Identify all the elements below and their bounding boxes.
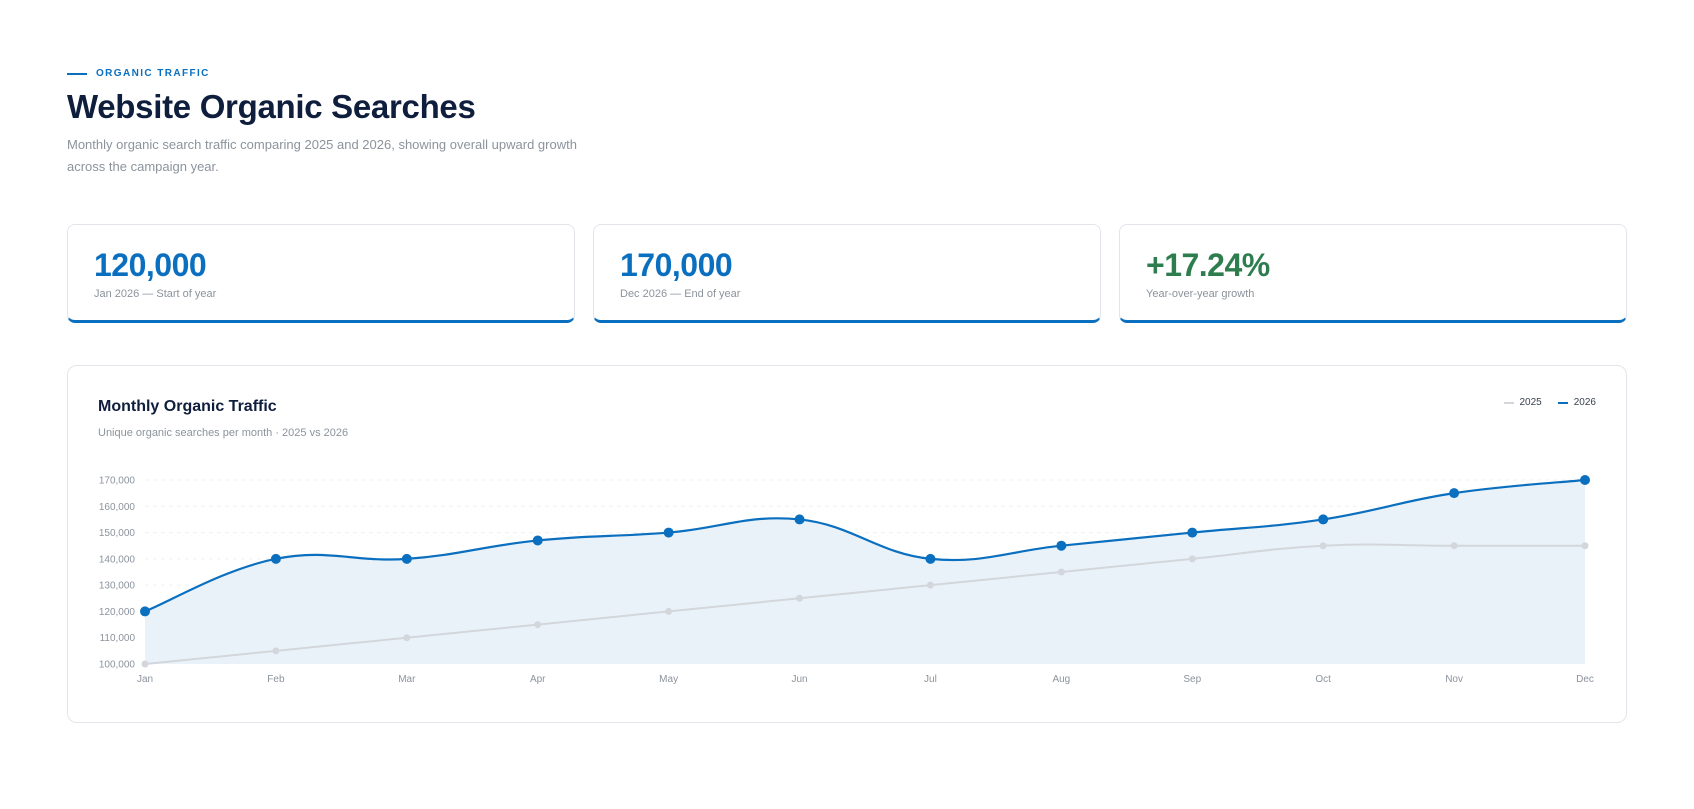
x-tick-label: Jan [137,674,153,685]
kpi-label: Year-over-year growth [1146,288,1255,300]
chart-title: Monthly Organic Traffic [98,398,277,415]
y-tick-label: 120,000 [99,607,136,618]
series-2026-area [145,480,1585,664]
series-2026-point [270,553,281,564]
x-tick-label: Sep [1183,674,1201,685]
series-2025-point [141,660,149,668]
kpi-row: 120,000 Jan 2026 — Start of year 170,000… [67,224,1627,325]
series-2025-point [926,581,934,589]
series-2025-point [534,621,542,629]
series-2026-point [1187,527,1198,538]
series-2025-point [665,607,673,615]
x-tick-label: Apr [530,674,546,685]
kpi-label: Jan 2026 — Start of year [94,288,217,300]
x-tick-label: Feb [267,674,285,685]
series-2025-point [1188,555,1196,563]
series-2026-point [1580,475,1590,485]
y-tick-label: 170,000 [99,476,136,487]
chart-subtitle: Unique organic searches per month · 2025… [98,427,349,439]
eyebrow: ORGANIC TRAFFIC [67,68,210,79]
series-2026-point [1056,540,1067,551]
page-description: Monthly organic search traffic comparing… [67,137,577,174]
legend-item-2026[interactable]: 2026 [1557,397,1596,408]
series-2026-point [663,527,674,538]
legend-label: 2025 [1519,397,1542,408]
legend-swatch [1503,401,1514,404]
x-tick-label: Oct [1315,674,1331,685]
x-tick-label: Jul [924,674,937,685]
kpi-card-growth: +17.24% Year-over-year growth [1119,224,1627,323]
series-2026-point [140,606,150,617]
kpi-card-end: 170,000 Dec 2026 — End of year [593,224,1101,323]
series-2025-point [796,594,804,602]
x-tick-label: Dec [1576,674,1594,685]
series-2025-point [403,634,411,642]
series-2026-point [794,514,805,525]
series-2026-point [1318,514,1329,525]
legend-item-2025[interactable]: 2025 [1503,397,1542,408]
series-2025-point [272,647,280,655]
y-tick-label: 110,000 [100,633,136,644]
x-tick-label: May [659,674,678,685]
chart-card: Monthly Organic Traffic Unique organic s… [67,365,1627,723]
y-tick-label: 150,000 [99,528,136,539]
series-2026-point [925,553,936,564]
chart-legend: 2025 2026 [1488,397,1596,408]
y-tick-label: 100,000 [99,660,136,671]
legend-swatch [1557,401,1568,404]
y-tick-label: 140,000 [99,554,136,565]
y-tick-label: 130,000 [99,581,136,592]
x-tick-label: Mar [398,674,416,685]
eyebrow-line [67,72,87,75]
series-2026-point [401,553,412,564]
y-tick-label: 160,000 [99,502,136,513]
kpi-label: Dec 2026 — End of year [620,288,741,300]
x-tick-label: Jun [791,674,807,685]
eyebrow-text: ORGANIC TRAFFIC [96,68,210,79]
x-tick-label: Aug [1052,674,1070,685]
kpi-value: +17.24% [1146,247,1270,283]
series-2025-point [1581,542,1589,550]
x-tick-label: Nov [1445,674,1463,685]
series-2025-point [1319,542,1327,550]
series-2026-point [532,535,543,546]
series-2026-line [144,478,1586,613]
kpi-card-start: 120,000 Jan 2026 — Start of year [67,224,575,323]
series-2026-point [1449,488,1460,499]
series-2025-point [1450,542,1458,550]
kpi-value: 120,000 [94,247,207,283]
legend-label: 2026 [1573,397,1596,408]
series-2025-point [1057,568,1065,576]
series-2025-line [144,543,1585,665]
page-title: Website Organic Searches [67,88,476,125]
chart-plot: 100,000 110,000 120,000 130,000 140,000 150,0… [99,475,1594,685]
kpi-value: 170,000 [620,247,733,283]
